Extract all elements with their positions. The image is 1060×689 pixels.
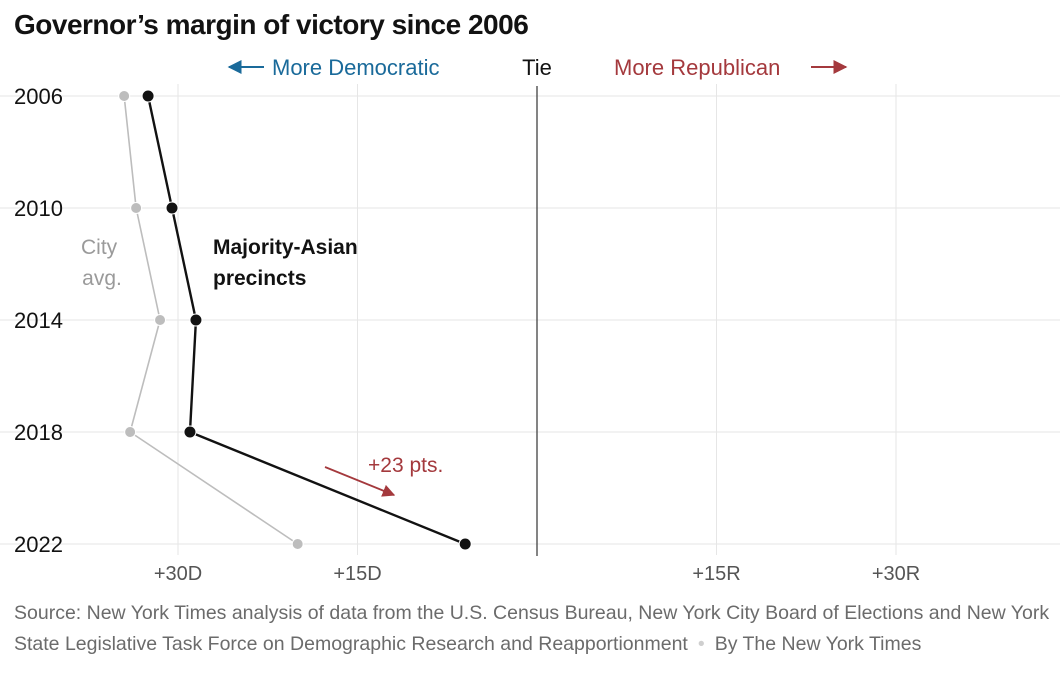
source-credit: By The New York Times (714, 633, 922, 655)
x-tick-label: +15D (333, 563, 381, 585)
point-majority-asian (165, 201, 179, 215)
point-majority-asian (189, 313, 203, 327)
point-city-avg (291, 538, 304, 550)
x-tick-label: +30R (872, 563, 920, 585)
shift-arrow-icon (324, 466, 396, 497)
point-majority-asian (141, 89, 155, 103)
direction-label-republican: More Republican (614, 55, 780, 80)
margin-chart: 2006 2010 2014 2018 2022 +30D +15D +15R +30R Mor… (0, 55, 1060, 585)
series-label-city-line: avg. (82, 267, 122, 290)
source-note: Source: New York Times analysis of data … (14, 598, 1054, 660)
y-tick-label: 2014 (14, 308, 63, 333)
x-tick-label: +30D (154, 563, 202, 585)
x-tick-label: +15R (692, 563, 740, 585)
y-tick-label: 2006 (14, 84, 63, 109)
shift-annotation: +23 pts. (368, 454, 443, 477)
source-separator: • (697, 633, 705, 655)
source-text: Source: New York Times analysis of data … (14, 602, 1050, 655)
point-majority-asian (458, 537, 472, 551)
series-label-city-line: City (81, 236, 118, 259)
series-label-asian-line: precincts (213, 267, 306, 290)
direction-label-democratic: More Democratic (272, 55, 439, 80)
series-label-asian: Majority-Asian precincts (213, 236, 364, 290)
point-majority-asian (183, 425, 197, 439)
point-city-avg (118, 90, 131, 102)
point-city-avg (154, 314, 167, 326)
point-city-avg (124, 426, 137, 438)
series-label-city: City avg. (81, 236, 123, 290)
series-label-asian-line: Majority-Asian (213, 236, 358, 259)
point-city-avg (130, 202, 143, 214)
y-tick-label: 2022 (14, 532, 63, 557)
y-tick-label: 2010 (14, 196, 63, 221)
tie-label: Tie (522, 55, 552, 80)
chart-title: Governor’s margin of victory since 2006 (14, 9, 529, 40)
y-tick-label: 2018 (14, 420, 63, 445)
